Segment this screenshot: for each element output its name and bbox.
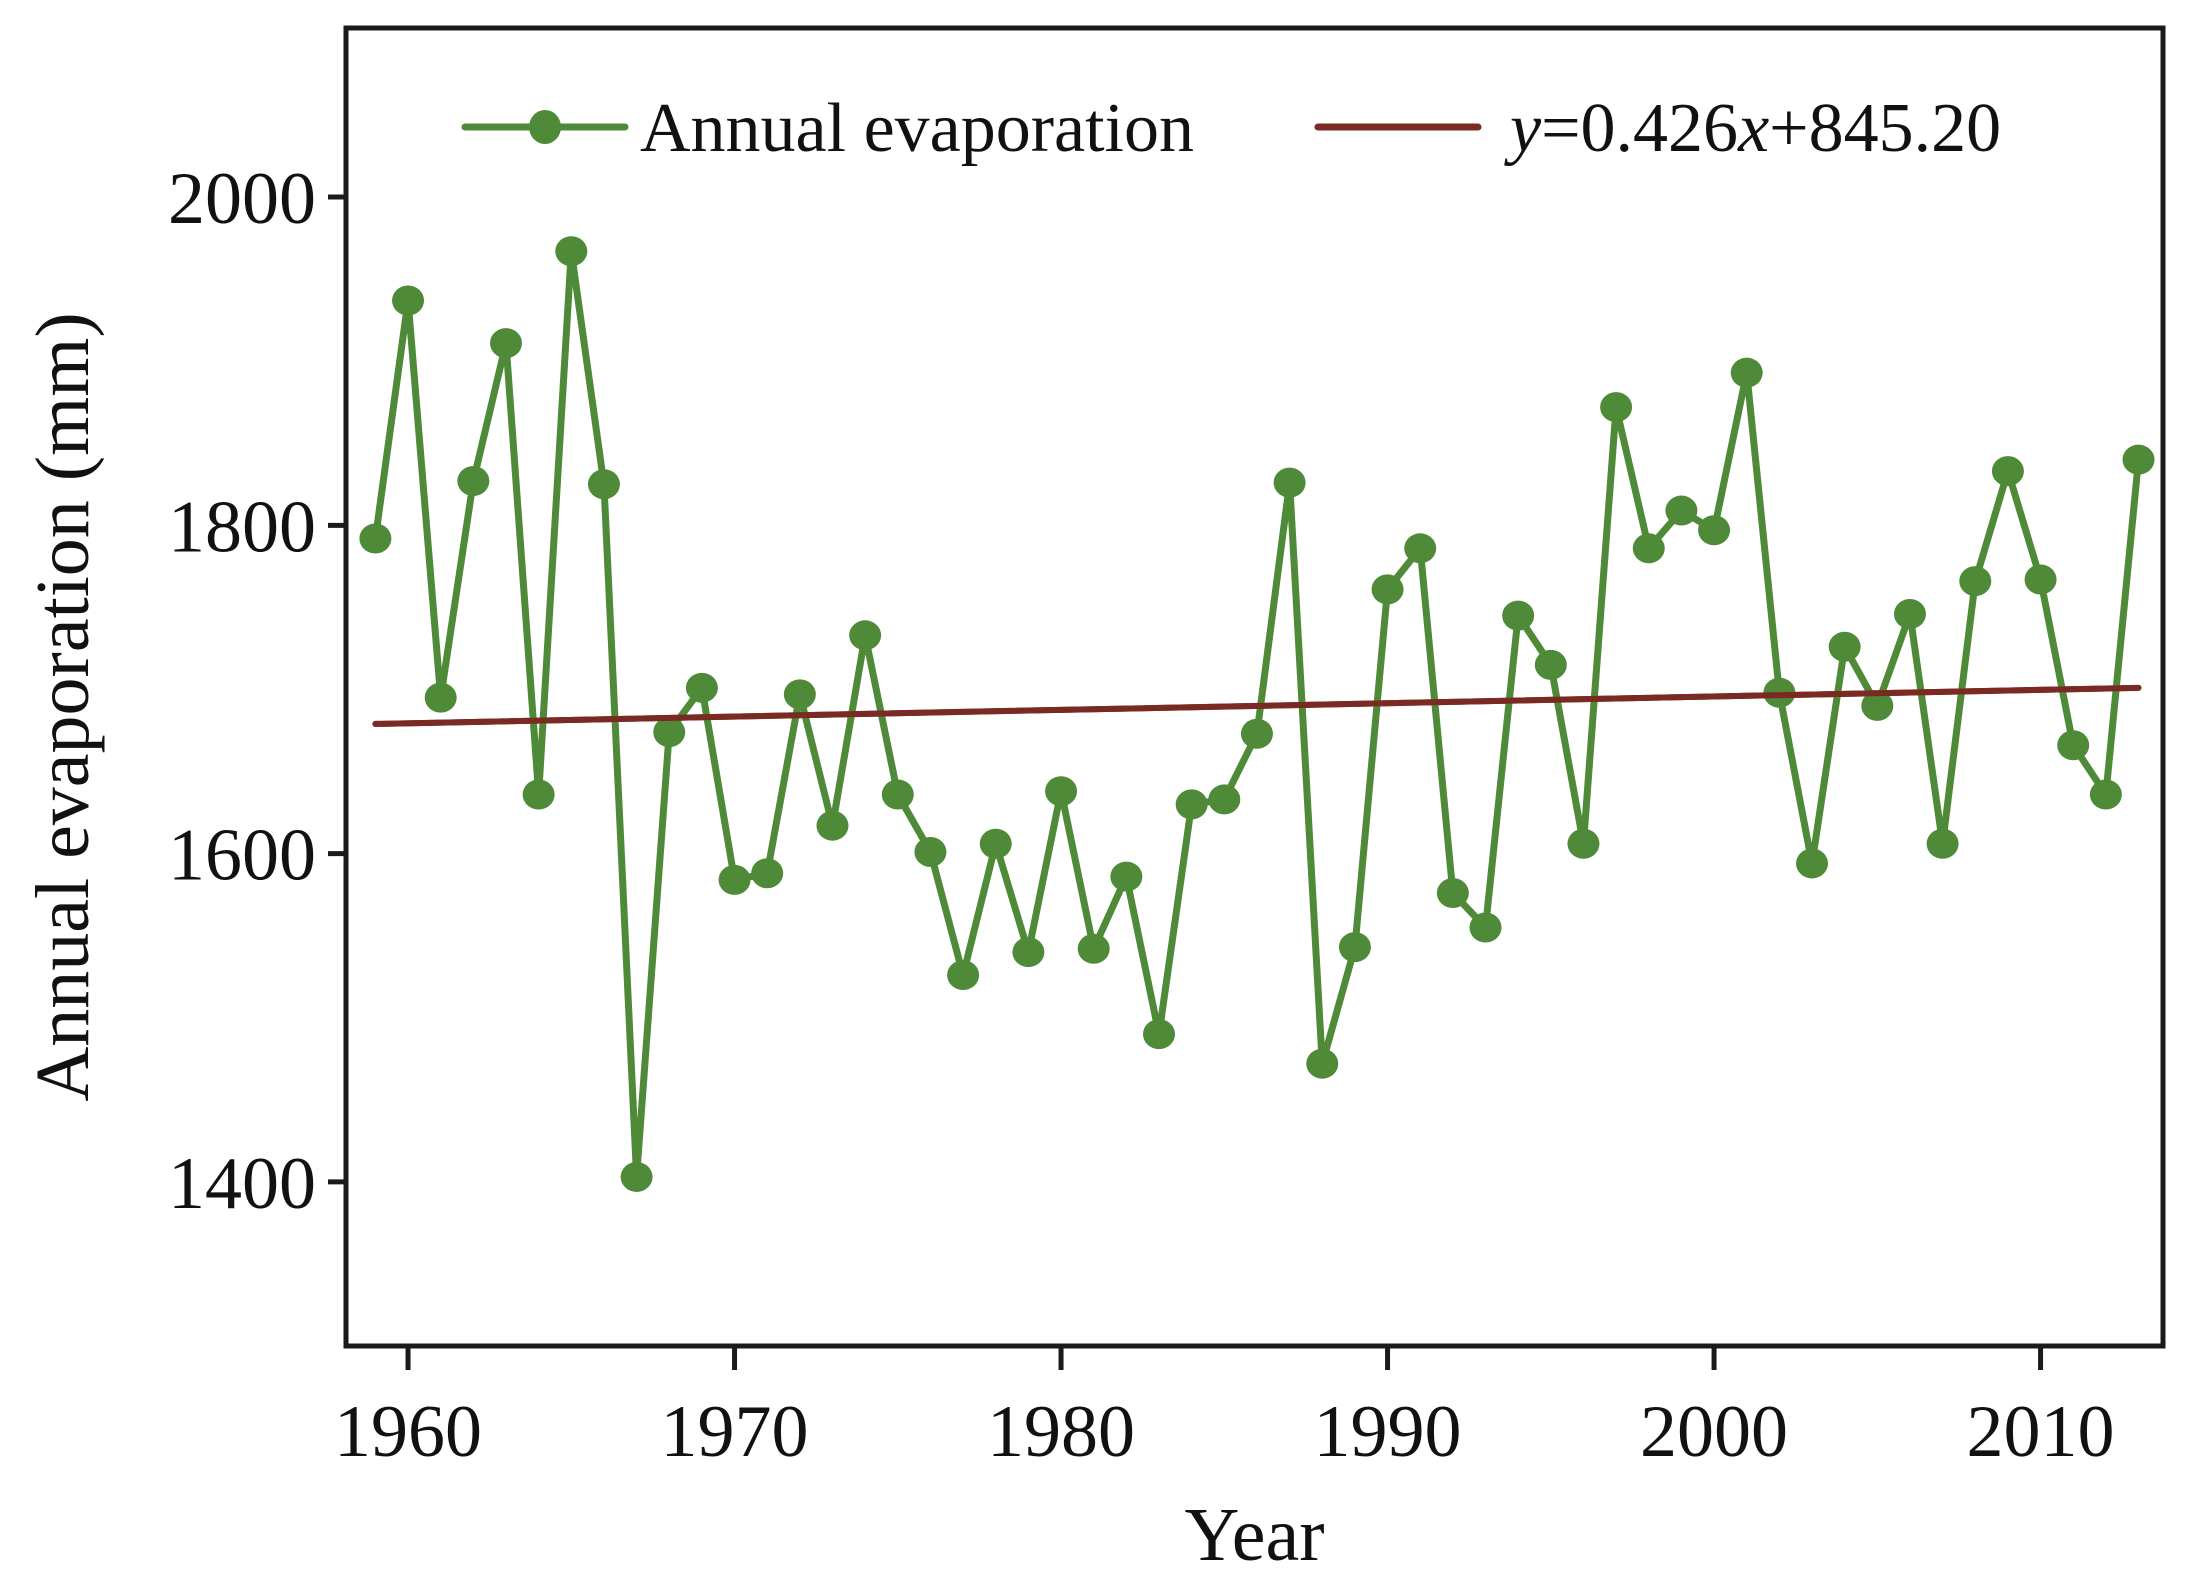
data-point [1306, 1048, 1339, 1079]
data-point [1273, 467, 1306, 498]
data-point [2122, 444, 2155, 475]
data-point [1632, 533, 1665, 564]
data-point [1959, 566, 1992, 597]
trend-line-overlay [372, 684, 2142, 727]
data-point [1371, 574, 1404, 605]
plot-area [359, 236, 2155, 1192]
data-point [1502, 600, 1535, 631]
data-point [914, 836, 947, 867]
legend-equation-part: x [1737, 90, 1769, 167]
data-point [424, 682, 457, 713]
data-point [816, 810, 849, 841]
y-tick-label: 1800 [168, 486, 316, 568]
data-point [783, 679, 816, 710]
legend-annual-evaporation-label: Annual evaporation [640, 90, 1194, 167]
data-point [2089, 779, 2122, 810]
data-point [1240, 718, 1273, 749]
x-axis-title: Year [1184, 1493, 1324, 1577]
x-tick-label: 1980 [987, 1391, 1135, 1473]
data-point [1600, 392, 1633, 423]
data-point [1926, 828, 1959, 859]
data-point [555, 236, 588, 267]
data-point [1338, 932, 1371, 963]
x-tick-label: 2000 [1640, 1391, 1788, 1473]
data-point [849, 620, 882, 651]
data-point [1730, 357, 1763, 388]
data-point [685, 672, 718, 703]
data-point [1045, 776, 1078, 807]
data-point [718, 864, 751, 895]
data-point [1893, 598, 1926, 629]
data-point [2057, 730, 2090, 761]
data-point [653, 717, 686, 748]
y-tick-label: 1600 [168, 815, 316, 897]
data-point [1796, 848, 1829, 879]
legend-equation-part: y [1504, 90, 1542, 167]
legend-trend-equation: y=0.426x+845.20 [1504, 90, 2001, 167]
x-tick-label: 1970 [661, 1391, 809, 1473]
plot-frame [343, 25, 2166, 1349]
data-point [359, 523, 392, 554]
data-point [881, 779, 914, 810]
data-point [1077, 933, 1110, 964]
data-point [1404, 533, 1437, 564]
data-point [2024, 564, 2057, 595]
data-point [457, 466, 490, 497]
legend-equation-part: =0.426 [1541, 90, 1738, 167]
data-point [1175, 789, 1208, 820]
data-point [979, 828, 1012, 859]
x-tick-label: 1990 [1314, 1391, 1462, 1473]
data-point [1208, 784, 1241, 815]
data-point [1534, 649, 1567, 680]
data-point [1665, 495, 1698, 526]
data-point [1861, 690, 1894, 721]
legend-equation-part: +845.20 [1769, 90, 2001, 167]
data-point [1567, 828, 1600, 859]
legend: Annual evaporation y=0.426x+845.20 [461, 90, 2001, 167]
data-point [1012, 937, 1045, 968]
x-tick-label: 2010 [1967, 1391, 2115, 1473]
x-axis: 1960 1970 1980 1990 2000 2010 [334, 1346, 2115, 1473]
data-point [1991, 456, 2024, 487]
data-point [1828, 631, 1861, 662]
data-point [1142, 1019, 1175, 1050]
data-point [751, 858, 784, 889]
data-point [587, 469, 620, 500]
data-point [1110, 861, 1143, 892]
data-point [620, 1161, 653, 1192]
y-tick-label: 2000 [168, 158, 316, 240]
x-tick-label: 1960 [334, 1391, 482, 1473]
y-axis: 1400 1600 1800 2000 [168, 158, 346, 1225]
y-tick-label: 1400 [168, 1143, 316, 1225]
legend-annual-evaporation-marker [529, 110, 561, 144]
data-point [522, 779, 555, 810]
data-point [947, 960, 980, 991]
y-axis-title: Annual evaporation (mm) [21, 312, 105, 1101]
data-point [1436, 877, 1469, 908]
data-point [1469, 912, 1502, 943]
data-point [392, 285, 425, 316]
data-point [1698, 515, 1731, 546]
data-point [489, 328, 522, 359]
